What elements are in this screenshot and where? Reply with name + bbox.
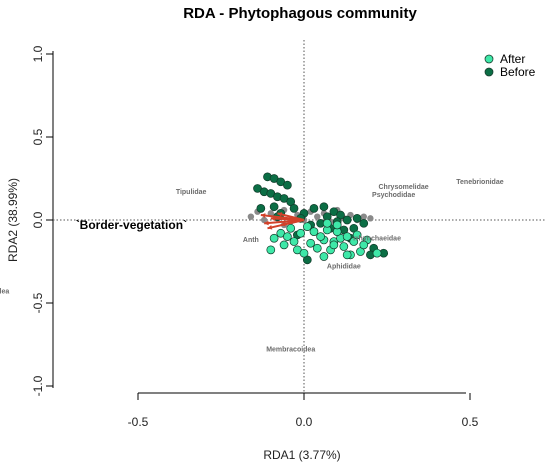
after-point <box>309 227 319 236</box>
species-label: Anth <box>243 237 259 244</box>
after-point <box>342 250 352 260</box>
before-point <box>319 202 329 212</box>
species-point <box>314 213 321 220</box>
legend-after-label: After <box>500 52 525 66</box>
x-tick-label: 0.5 <box>462 415 479 429</box>
after-point <box>332 220 342 230</box>
after-point <box>296 228 306 238</box>
after-point <box>269 233 279 243</box>
biplot-arrowhead <box>267 224 273 230</box>
after-point <box>316 232 325 241</box>
before-point <box>269 202 279 212</box>
after-point <box>339 242 349 251</box>
y-tick-label: 1.0 <box>31 45 45 62</box>
y-tick-label: -0.5 <box>31 292 45 313</box>
chart-title: RDA - Phytophagous community <box>183 5 417 22</box>
after-point <box>299 248 309 258</box>
after-point <box>342 232 352 241</box>
biplot-arrowhead <box>264 220 269 226</box>
species-label: Aphididae <box>327 263 361 270</box>
y-axis-ticks: -1.0 -0.5 0.0 0.5 1.0 <box>31 45 53 396</box>
y-tick-label: -1.0 <box>31 375 45 396</box>
after-point <box>289 237 299 246</box>
x-tick-label: -0.5 <box>128 415 149 429</box>
before-point <box>289 204 299 213</box>
before-point <box>352 213 362 223</box>
species-label: rrhynchaeidae <box>353 235 401 242</box>
species-point <box>267 210 274 217</box>
before-point <box>256 204 266 213</box>
x-tick-label: 0.0 <box>296 415 313 429</box>
legend-before-label: Before <box>500 65 536 79</box>
after-point <box>329 240 339 250</box>
after-point <box>352 230 362 240</box>
species-point <box>367 215 374 222</box>
biplot-arrow <box>260 214 305 221</box>
biplot-arrowhead <box>277 212 283 217</box>
legend-after-marker <box>484 54 494 64</box>
after-point <box>319 252 329 261</box>
biplot-arrows <box>260 212 305 230</box>
species-label: Chrysomelidae <box>379 184 429 191</box>
legend: After Before <box>484 52 536 79</box>
species-label: Tipulidae <box>176 189 207 196</box>
species-point <box>260 216 268 224</box>
x-axis-label: RDA1 (3.77%) <box>263 448 340 462</box>
after-point <box>286 223 296 233</box>
after-point <box>372 248 382 258</box>
legend-before-marker <box>484 67 494 77</box>
species-label: Membracoidea <box>266 346 315 353</box>
y-tick-label: 0.0 <box>31 211 45 228</box>
before-point <box>359 218 369 228</box>
after-point <box>266 245 276 255</box>
before-point <box>309 204 319 213</box>
before-point <box>283 180 292 190</box>
after-point <box>306 238 315 248</box>
after-point <box>312 243 322 253</box>
after-point <box>283 232 292 241</box>
species-label: Psylloidea <box>0 288 9 295</box>
species-label: Psychodidae <box>372 192 415 199</box>
y-tick-label: 0.5 <box>31 128 45 145</box>
species-label: Tenebrionidae <box>456 179 503 186</box>
before-point <box>342 215 352 225</box>
biplot-arrowhead <box>260 213 266 218</box>
x-axis-ticks: -1.0-0.50.00.51.0 <box>128 393 479 429</box>
after-point <box>279 240 289 250</box>
species-point <box>247 213 255 220</box>
species-point <box>360 213 367 220</box>
biplot-arrow <box>267 219 305 230</box>
y-axis-label: RDA2 (38.99%) <box>6 178 20 262</box>
after-series <box>266 218 382 261</box>
after-point <box>359 240 369 250</box>
after-point <box>322 218 332 228</box>
environment-vector-label: `Border-vegetation` <box>76 218 187 232</box>
after-point <box>302 222 312 231</box>
